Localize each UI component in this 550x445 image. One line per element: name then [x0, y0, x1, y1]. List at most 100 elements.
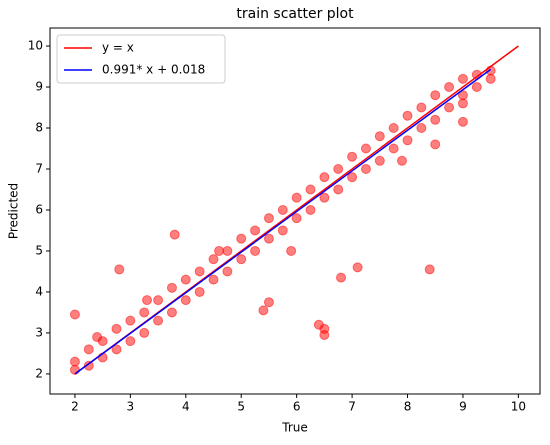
point [286, 245, 297, 256]
point [277, 204, 288, 215]
legend-label: 0.991* x + 0.018 [102, 63, 205, 77]
point [396, 155, 407, 166]
point [142, 295, 153, 306]
point [319, 329, 330, 340]
point [69, 309, 80, 320]
point [263, 297, 274, 308]
point [374, 155, 385, 166]
point [430, 114, 441, 125]
y-tick-label: 6 [35, 202, 43, 216]
point [430, 90, 441, 101]
x-tick-label: 6 [293, 400, 301, 414]
y-tick-label: 2 [35, 366, 43, 380]
point [336, 272, 347, 283]
point [402, 110, 413, 121]
point [416, 102, 427, 113]
point [319, 192, 330, 203]
x-tick-label: 3 [127, 400, 135, 414]
x-tick-label: 4 [182, 400, 190, 414]
point [83, 344, 94, 355]
point [69, 356, 80, 367]
point [222, 245, 233, 256]
point [263, 213, 274, 224]
y-tick-label: 9 [35, 80, 43, 94]
point [360, 163, 371, 174]
point [153, 315, 164, 326]
x-tick-label: 9 [459, 400, 467, 414]
y-tick-label: 8 [35, 121, 43, 135]
point [111, 344, 122, 355]
point [471, 82, 482, 93]
point [333, 163, 344, 174]
point [388, 143, 399, 154]
legend-label: y = x [102, 41, 134, 55]
point [277, 225, 288, 236]
point [114, 264, 125, 275]
x-tick-label: 7 [348, 400, 356, 414]
point [139, 307, 150, 318]
point [402, 135, 413, 146]
point [457, 73, 468, 84]
point [166, 307, 177, 318]
x-tick-label: 8 [404, 400, 412, 414]
point [214, 245, 225, 256]
point [263, 233, 274, 244]
point [180, 295, 191, 306]
point [374, 131, 385, 142]
x-tick-label: 10 [511, 400, 526, 414]
y-axis-label: Predicted [7, 183, 21, 239]
point [347, 151, 358, 162]
point [485, 65, 496, 76]
point [258, 305, 269, 316]
point [250, 225, 261, 236]
point [485, 73, 496, 84]
point [194, 266, 205, 277]
point [125, 315, 136, 326]
point [236, 233, 247, 244]
legend-box [56, 34, 226, 84]
point [305, 184, 316, 195]
x-tick-label: 2 [71, 400, 79, 414]
point [291, 192, 302, 203]
x-tick-label: 5 [237, 400, 245, 414]
point [319, 172, 330, 183]
point [457, 98, 468, 109]
point [139, 327, 150, 338]
point [153, 295, 164, 306]
point [194, 286, 205, 297]
x-axis-label: True [281, 421, 308, 435]
point [430, 139, 441, 150]
point [457, 116, 468, 127]
y-tick-label: 4 [35, 284, 43, 298]
point [208, 274, 219, 285]
point [111, 323, 122, 334]
point [166, 282, 177, 293]
y-tick-label: 10 [28, 39, 43, 53]
chart-title: train scatter plot [236, 6, 354, 22]
point [347, 172, 358, 183]
point [169, 229, 180, 240]
point [424, 264, 435, 275]
y-tick-label: 5 [35, 243, 43, 257]
point [236, 254, 247, 265]
point [388, 123, 399, 134]
point [180, 274, 191, 285]
point [333, 184, 344, 195]
point [125, 336, 136, 347]
point [92, 332, 103, 343]
point [69, 364, 80, 375]
y-tick-label: 3 [35, 325, 43, 339]
point [444, 102, 455, 113]
point [250, 245, 261, 256]
point [291, 213, 302, 224]
axes-frame [49, 27, 541, 395]
point [444, 82, 455, 93]
point [208, 254, 219, 265]
y-tick-label: 7 [35, 161, 43, 175]
line [74, 68, 492, 375]
point [416, 123, 427, 134]
point [305, 204, 316, 215]
point [360, 143, 371, 154]
point [222, 266, 233, 277]
